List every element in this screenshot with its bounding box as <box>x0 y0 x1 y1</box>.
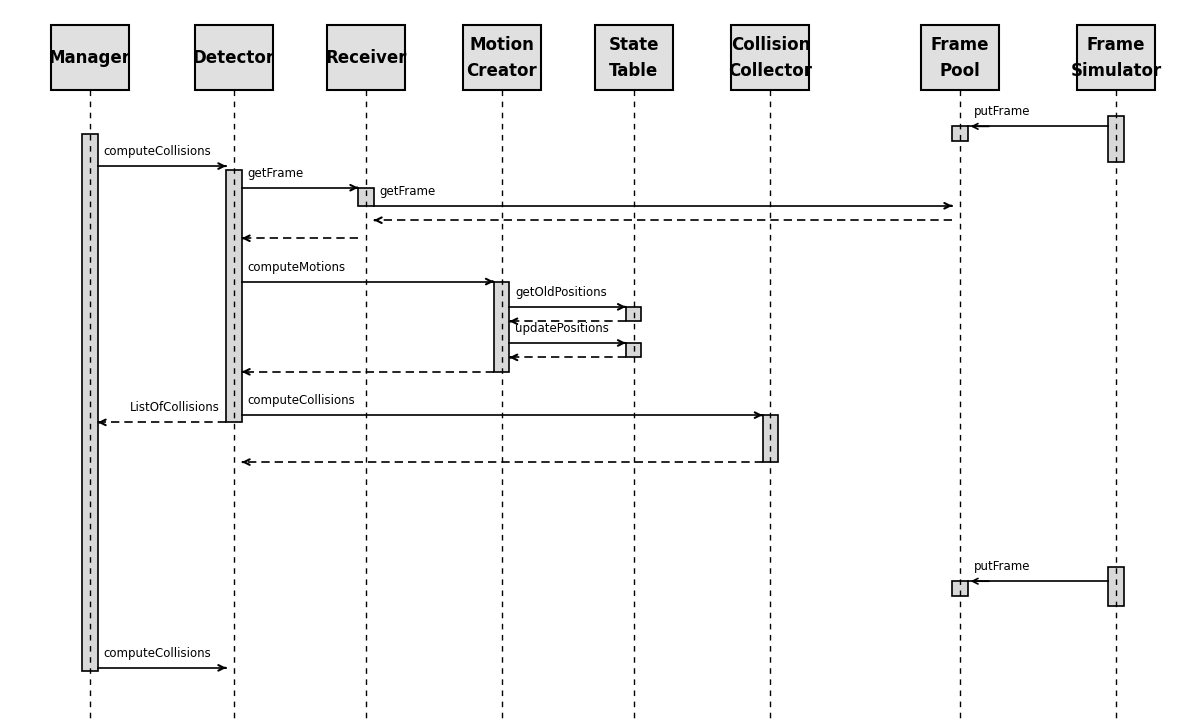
Text: Collision: Collision <box>731 36 810 53</box>
Text: Table: Table <box>608 62 659 79</box>
Text: computeCollisions: computeCollisions <box>104 145 211 158</box>
Text: State: State <box>608 36 659 53</box>
Text: Frame: Frame <box>1087 36 1145 53</box>
Text: Motion: Motion <box>469 36 534 53</box>
FancyBboxPatch shape <box>226 170 242 422</box>
Text: Frame: Frame <box>931 36 989 53</box>
FancyBboxPatch shape <box>358 188 374 206</box>
Text: Collector: Collector <box>728 62 812 79</box>
FancyBboxPatch shape <box>763 415 779 462</box>
Text: Simulator: Simulator <box>1070 62 1162 79</box>
Text: Receiver: Receiver <box>325 49 407 66</box>
FancyBboxPatch shape <box>50 25 130 90</box>
FancyBboxPatch shape <box>463 25 540 90</box>
FancyBboxPatch shape <box>922 25 998 90</box>
Text: Creator: Creator <box>467 62 536 79</box>
FancyBboxPatch shape <box>732 25 810 90</box>
Text: putFrame: putFrame <box>974 105 1031 118</box>
Text: putFrame: putFrame <box>974 560 1031 573</box>
FancyBboxPatch shape <box>595 25 673 90</box>
Text: computeCollisions: computeCollisions <box>248 394 355 407</box>
Text: Pool: Pool <box>940 62 980 79</box>
Text: updatePositions: updatePositions <box>516 322 610 335</box>
FancyBboxPatch shape <box>626 343 642 357</box>
Text: ListOfCollisions: ListOfCollisions <box>131 401 221 414</box>
Text: computeMotions: computeMotions <box>248 261 346 274</box>
Text: Manager: Manager <box>49 49 131 66</box>
Text: getFrame: getFrame <box>379 185 436 198</box>
Text: getFrame: getFrame <box>248 167 304 180</box>
Text: getOldPositions: getOldPositions <box>516 286 607 299</box>
FancyBboxPatch shape <box>626 307 642 321</box>
FancyBboxPatch shape <box>1109 116 1124 162</box>
FancyBboxPatch shape <box>326 25 404 90</box>
FancyBboxPatch shape <box>1078 25 1156 90</box>
Text: Detector: Detector <box>193 49 275 66</box>
FancyBboxPatch shape <box>1109 567 1124 606</box>
FancyBboxPatch shape <box>194 25 274 90</box>
FancyBboxPatch shape <box>82 134 97 671</box>
FancyBboxPatch shape <box>494 282 509 372</box>
FancyBboxPatch shape <box>953 581 968 596</box>
FancyBboxPatch shape <box>953 126 968 141</box>
Text: computeCollisions: computeCollisions <box>104 647 211 660</box>
